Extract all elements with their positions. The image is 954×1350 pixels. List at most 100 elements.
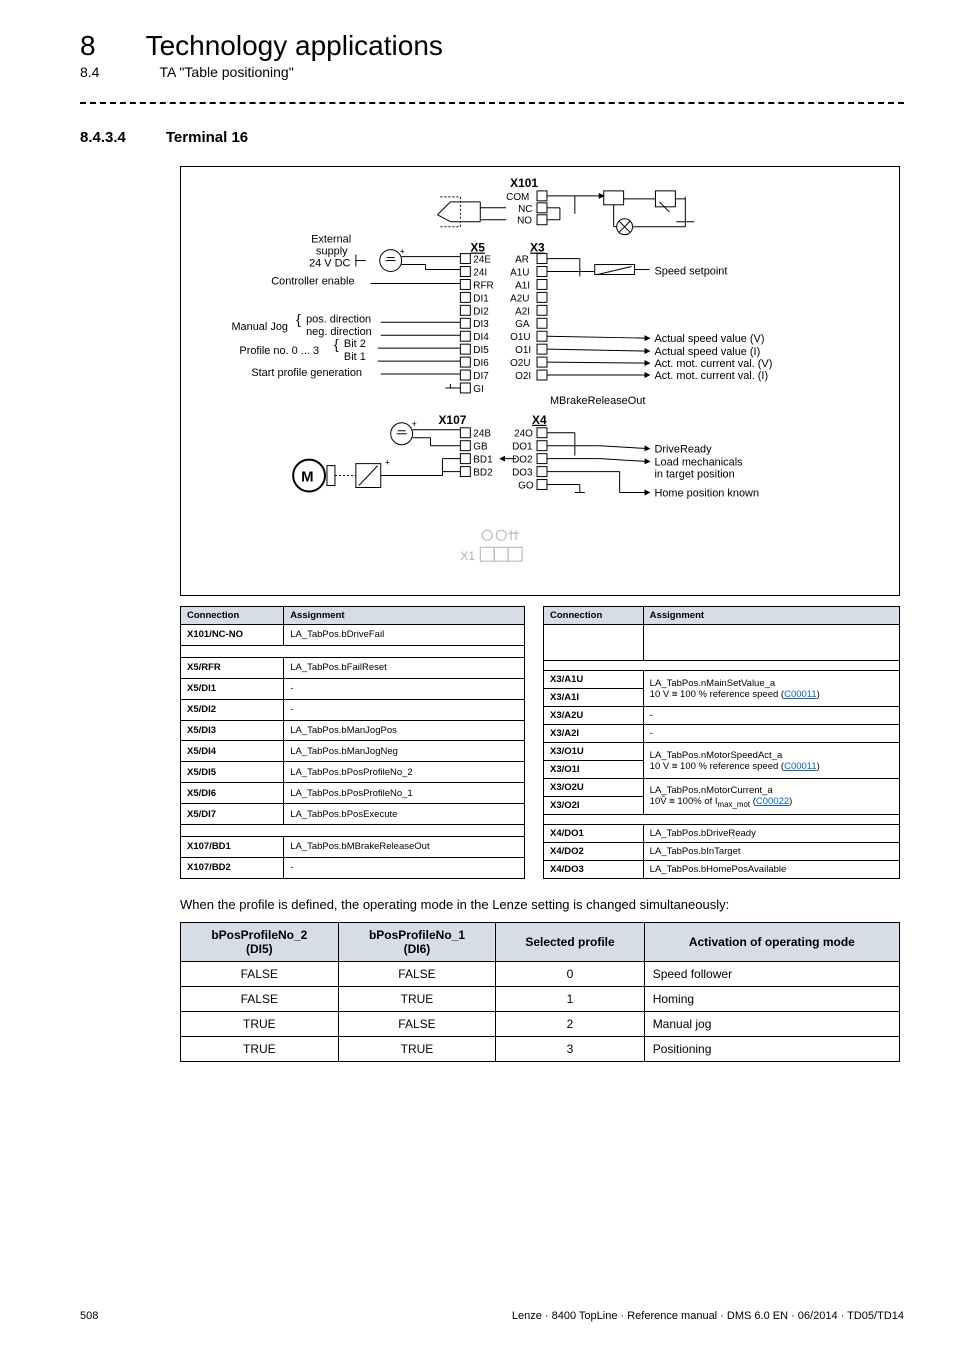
svg-text:Profile no. 0 ... 3: Profile no. 0 ... 3 [239, 345, 319, 357]
svg-text:24B: 24B [473, 429, 491, 440]
svg-text:O2U: O2U [510, 358, 530, 369]
table-cell: LA_TabPos.bPosProfileNo_2 [284, 762, 525, 783]
svg-text:O2I: O2I [515, 371, 531, 382]
code-link[interactable]: C00022 [756, 796, 789, 807]
svg-text:DO3: DO3 [512, 468, 533, 479]
chapter-title: Technology applications [146, 30, 443, 62]
subsection-number: 8.4.3.4 [80, 129, 126, 146]
svg-text:GA: GA [515, 319, 530, 330]
th-connection: Connection [181, 607, 284, 625]
table-header: Selected profile [496, 923, 644, 962]
svg-text:GI: GI [473, 384, 484, 395]
table-cell: 2 [496, 1012, 644, 1037]
table-cell: LA_TabPos.bPosExecute [284, 804, 525, 825]
svg-text:neg. direction: neg. direction [306, 326, 372, 338]
svg-text:Start profile generation: Start profile generation [251, 367, 362, 379]
svg-text:DO1: DO1 [512, 442, 533, 453]
svg-text:24O: 24O [514, 429, 533, 440]
svg-text:X3: X3 [530, 241, 545, 255]
separator-line [80, 102, 904, 104]
svg-text:DI5: DI5 [473, 345, 489, 356]
left-connection-table: Connection Assignment X101/NC-NOLA_TabPo… [180, 606, 525, 879]
table-cell: X4/DO1 [544, 825, 644, 843]
page-number: 508 [80, 1310, 98, 1322]
svg-text:NC: NC [518, 204, 532, 215]
svg-text:DO2: DO2 [512, 455, 533, 466]
table-cell [544, 625, 644, 661]
table-cell: TRUE [181, 1012, 339, 1037]
table-cell: Speed follower [644, 962, 899, 987]
svg-text:Speed setpoint: Speed setpoint [654, 265, 727, 277]
note-text: When the profile is defined, the operati… [180, 897, 900, 912]
table-header: bPosProfileNo_1(DI6) [338, 923, 496, 962]
table-cell: X3/A1I [544, 689, 644, 707]
table-cell: Homing [644, 987, 899, 1012]
table-cell: Positioning [644, 1037, 899, 1062]
svg-text:Controller enable: Controller enable [271, 275, 354, 287]
svg-text:Act. mot. current val. (I): Act. mot. current val. (I) [654, 370, 768, 382]
table-cell: LA_TabPos.bMBrakeReleaseOut [284, 837, 525, 858]
svg-text:MBrakeReleaseOut: MBrakeReleaseOut [550, 395, 645, 407]
table-cell: X4/DO2 [544, 843, 644, 861]
svg-text:O1U: O1U [510, 332, 530, 343]
th-connection: Connection [544, 607, 644, 625]
table-cell: X3/A2U [544, 707, 644, 725]
table-cell: TRUE [181, 1037, 339, 1062]
svg-text:+: + [385, 458, 390, 468]
chapter-number: 8 [80, 30, 96, 62]
svg-text:BD2: BD2 [473, 468, 493, 479]
table-cell: X5/DI1 [181, 678, 284, 699]
svg-text:X107: X107 [438, 413, 466, 427]
svg-text:24E: 24E [473, 255, 491, 266]
footer-info: Lenze · 8400 TopLine · Reference manual … [512, 1310, 904, 1322]
table-cell: Manual jog [644, 1012, 899, 1037]
table-cell: X107/BD2 [181, 857, 284, 878]
svg-text:GB: GB [473, 442, 488, 453]
table-cell: X3/O2I [544, 797, 644, 815]
table-cell: - [284, 857, 525, 878]
table-cell: LA_TabPos.bManJogPos [284, 720, 525, 741]
table-cell: X5/DI2 [181, 699, 284, 720]
table-cell: - [284, 678, 525, 699]
svg-text:24I: 24I [473, 267, 487, 278]
code-link[interactable]: C00011 [784, 689, 817, 700]
svg-text:DI3: DI3 [473, 319, 489, 330]
table-cell: - [643, 707, 899, 725]
table-cell: TRUE [338, 1037, 496, 1062]
svg-text:DI4: DI4 [473, 332, 489, 343]
table-cell: FALSE [338, 1012, 496, 1037]
table-cell: LA_TabPos.bInTarget [643, 843, 899, 861]
table-cell: TRUE [338, 987, 496, 1012]
table-cell: X107/BD1 [181, 837, 284, 858]
right-connection-table: Connection Assignment X3/A1ULA_TabPos.nM… [543, 606, 900, 879]
table-cell: X3/O1U [544, 743, 644, 761]
table-cell: - [643, 725, 899, 743]
table-cell: X5/DI4 [181, 741, 284, 762]
table-cell: LA_TabPos.bManJogNeg [284, 741, 525, 762]
table-cell: LA_TabPos.bFailReset [284, 657, 525, 678]
svg-text:+: + [400, 247, 405, 257]
svg-text:M: M [301, 469, 313, 486]
svg-text:Bit 1: Bit 1 [344, 351, 366, 363]
svg-text:O1I: O1I [515, 345, 531, 356]
svg-text:DI7: DI7 [473, 371, 489, 382]
table-cell: - [284, 699, 525, 720]
table-cell: X3/A2I [544, 725, 644, 743]
code-link[interactable]: C00011 [784, 761, 817, 772]
svg-text:X1: X1 [460, 549, 475, 563]
svg-text:GO: GO [518, 480, 534, 491]
table-cell: X5/DI5 [181, 762, 284, 783]
table-header: bPosProfileNo_2(DI5) [181, 923, 339, 962]
svg-text:DI2: DI2 [473, 306, 489, 317]
svg-text:A2U: A2U [510, 293, 529, 304]
table-cell: LA_TabPos.nMotorCurrent_a10V̂ ≡ 100% of … [643, 779, 899, 815]
table-cell: FALSE [181, 987, 339, 1012]
svg-text:Load mechanicals: Load mechanicals [654, 457, 743, 469]
svg-text:Act. mot. current val. (V): Act. mot. current val. (V) [654, 358, 772, 370]
svg-text:A1I: A1I [515, 280, 530, 291]
svg-text:X5: X5 [470, 241, 485, 255]
svg-text:RFR: RFR [473, 280, 493, 291]
table-cell: X5/DI6 [181, 783, 284, 804]
table-cell [643, 625, 899, 661]
table-header: Activation of operating mode [644, 923, 899, 962]
